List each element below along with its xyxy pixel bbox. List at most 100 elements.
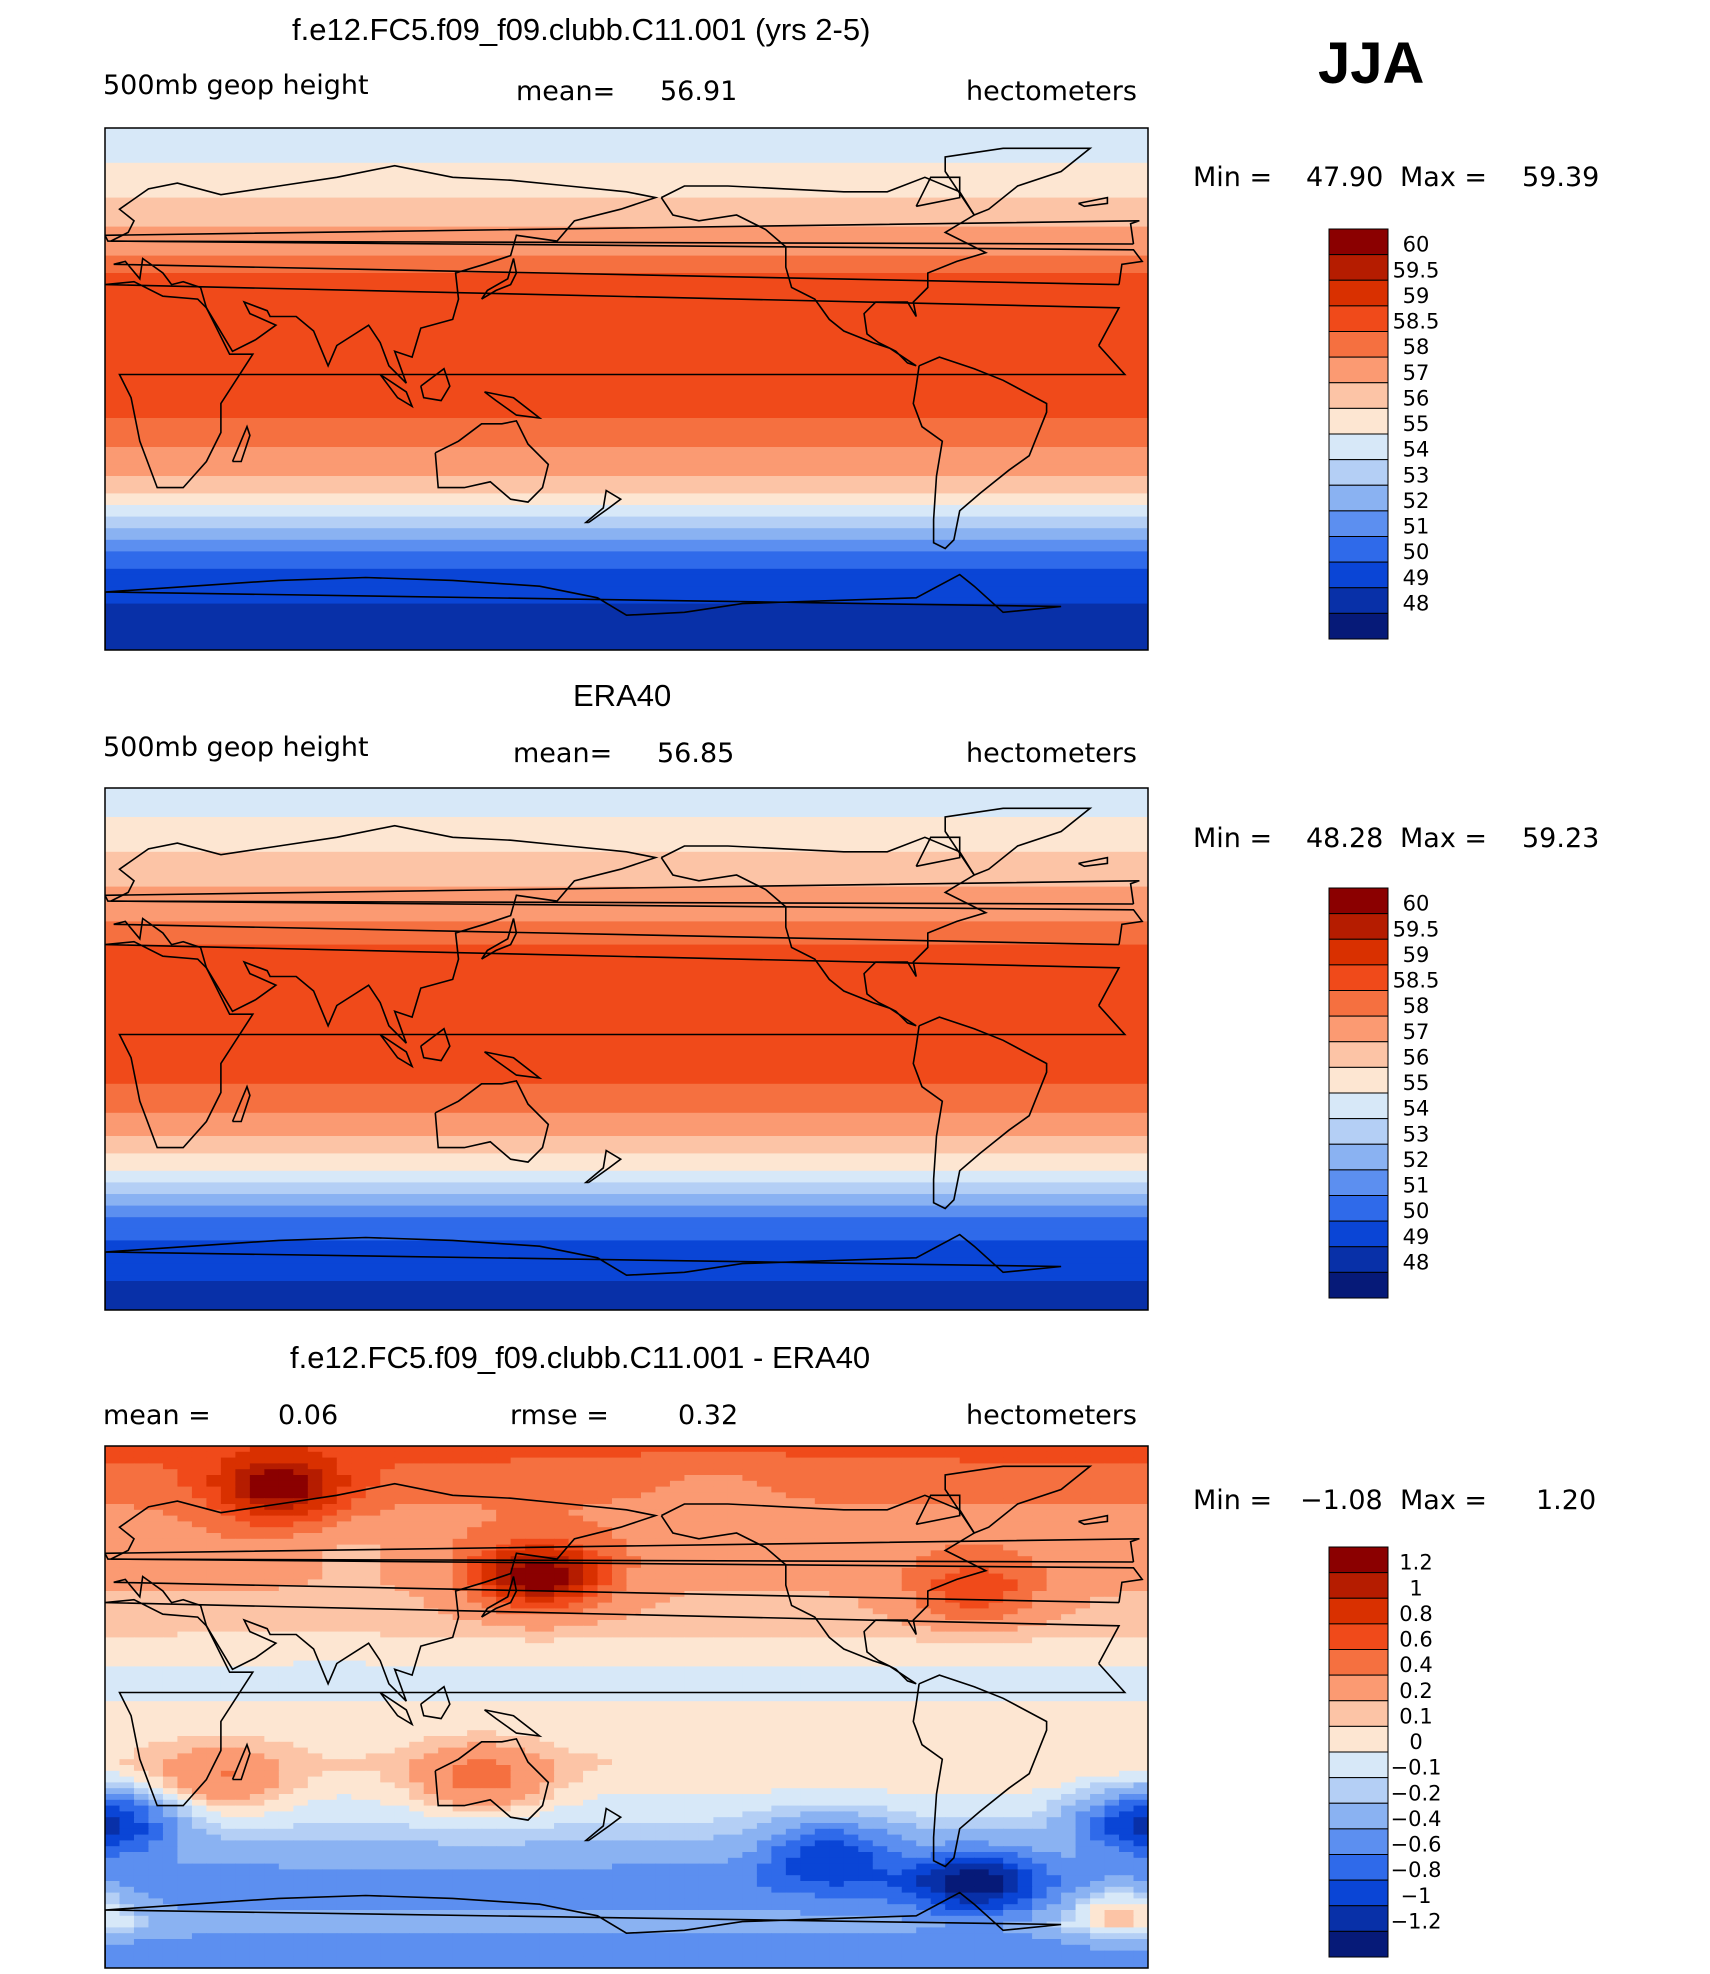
map-cell	[829, 1678, 845, 1685]
map-cell	[105, 1521, 121, 1528]
map-cell	[177, 1538, 193, 1546]
map-cell	[235, 1643, 251, 1650]
panel2-variable-label: 500mb geop height	[103, 732, 369, 763]
map-cell	[684, 1660, 700, 1667]
map-cell	[612, 1788, 628, 1795]
coastline-samerica	[912, 1016, 1048, 1210]
map-cell	[814, 1457, 830, 1464]
map-cell	[264, 1446, 280, 1453]
map-cell	[843, 1515, 859, 1522]
map-cell	[742, 1730, 758, 1737]
map-cell	[785, 1747, 801, 1754]
map-cell	[105, 840, 1148, 847]
map-cell	[727, 1660, 743, 1667]
map-cell	[278, 1585, 294, 1592]
map-cell	[568, 1463, 584, 1470]
map-cell	[974, 1712, 990, 1720]
map-cell	[554, 1515, 570, 1522]
map-cell	[336, 1498, 352, 1505]
map-cell	[380, 1724, 396, 1731]
map-cell	[119, 1683, 135, 1691]
map-cell	[858, 1602, 874, 1609]
map-cell	[640, 1770, 657, 1778]
map-cell	[496, 1480, 512, 1488]
map-cell	[307, 1585, 323, 1592]
map-cell	[1133, 1672, 1148, 1679]
map-cell	[1104, 1683, 1120, 1691]
map-cell	[105, 528, 1148, 535]
map-cell	[800, 1707, 816, 1714]
map-cell	[887, 1654, 903, 1662]
colorbar-swatch	[1328, 1271, 1389, 1299]
map-cell	[235, 1759, 251, 1766]
map-cell	[307, 1683, 323, 1691]
map-cell	[1046, 1776, 1062, 1783]
map-cell	[394, 1683, 410, 1691]
map-cell	[105, 1205, 1148, 1212]
map-cell	[756, 1666, 772, 1673]
map-cell	[206, 1799, 222, 1807]
map-cell	[1061, 1643, 1077, 1650]
map-cell	[525, 1736, 541, 1743]
map-cell	[756, 1451, 772, 1459]
map-cell	[1133, 1805, 1148, 1812]
map-cell	[1061, 1509, 1077, 1517]
map-cell	[1133, 1475, 1148, 1482]
map-cell	[307, 1730, 323, 1737]
map-cell	[887, 1515, 903, 1522]
map-cell	[771, 1637, 787, 1644]
map-cell	[858, 1753, 874, 1760]
map-cell	[829, 1712, 845, 1720]
map-cell	[727, 1736, 743, 1743]
map-cell	[351, 1805, 367, 1812]
map-cell	[756, 1707, 772, 1714]
map-cell	[467, 1730, 483, 1737]
map-cell	[119, 1602, 135, 1609]
map-cell	[496, 1521, 512, 1528]
map-cell	[785, 1550, 801, 1557]
map-cell	[669, 1492, 686, 1499]
map-cell	[597, 1695, 613, 1702]
map-cell	[452, 1562, 468, 1569]
map-cell	[452, 1579, 468, 1586]
map-cell	[930, 1794, 946, 1801]
map-cell	[380, 1770, 396, 1778]
map-cell	[916, 1544, 932, 1551]
map-cell	[105, 1188, 1148, 1195]
map-cell	[583, 1509, 599, 1517]
map-cell	[191, 1579, 208, 1586]
map-cell	[756, 1480, 772, 1488]
map-cell	[612, 1608, 628, 1615]
map-cell	[162, 1736, 179, 1743]
map-cell	[351, 1451, 367, 1459]
map-cell	[452, 1747, 468, 1754]
map-cell	[974, 1475, 990, 1482]
map-cell	[597, 1794, 613, 1801]
map-cell	[539, 1765, 555, 1772]
map-cell	[351, 1544, 367, 1551]
map-cell	[901, 1701, 917, 1708]
map-cell	[423, 1736, 439, 1743]
map-cell	[583, 1469, 599, 1476]
map-cell	[1003, 1817, 1019, 1824]
map-cell	[583, 1550, 599, 1557]
map-cell	[467, 1637, 483, 1644]
map-cell	[568, 1660, 584, 1667]
map-cell	[133, 1672, 150, 1679]
map-cell	[539, 1759, 555, 1766]
map-cell	[162, 1730, 179, 1737]
map-cell	[148, 1788, 164, 1795]
map-cell	[249, 1637, 265, 1644]
map-cell	[945, 1695, 961, 1702]
map-cell	[640, 1724, 657, 1731]
map-cell	[742, 1602, 758, 1609]
map-cell	[800, 1498, 816, 1505]
map-cell	[322, 1562, 338, 1569]
map-cell	[105, 441, 1148, 448]
map-cell	[264, 1770, 280, 1778]
map-cell	[1061, 1533, 1077, 1540]
map-cell	[394, 1765, 410, 1772]
map-cell	[162, 1805, 179, 1812]
map-cell	[669, 1625, 686, 1633]
map-cell	[206, 1562, 222, 1569]
